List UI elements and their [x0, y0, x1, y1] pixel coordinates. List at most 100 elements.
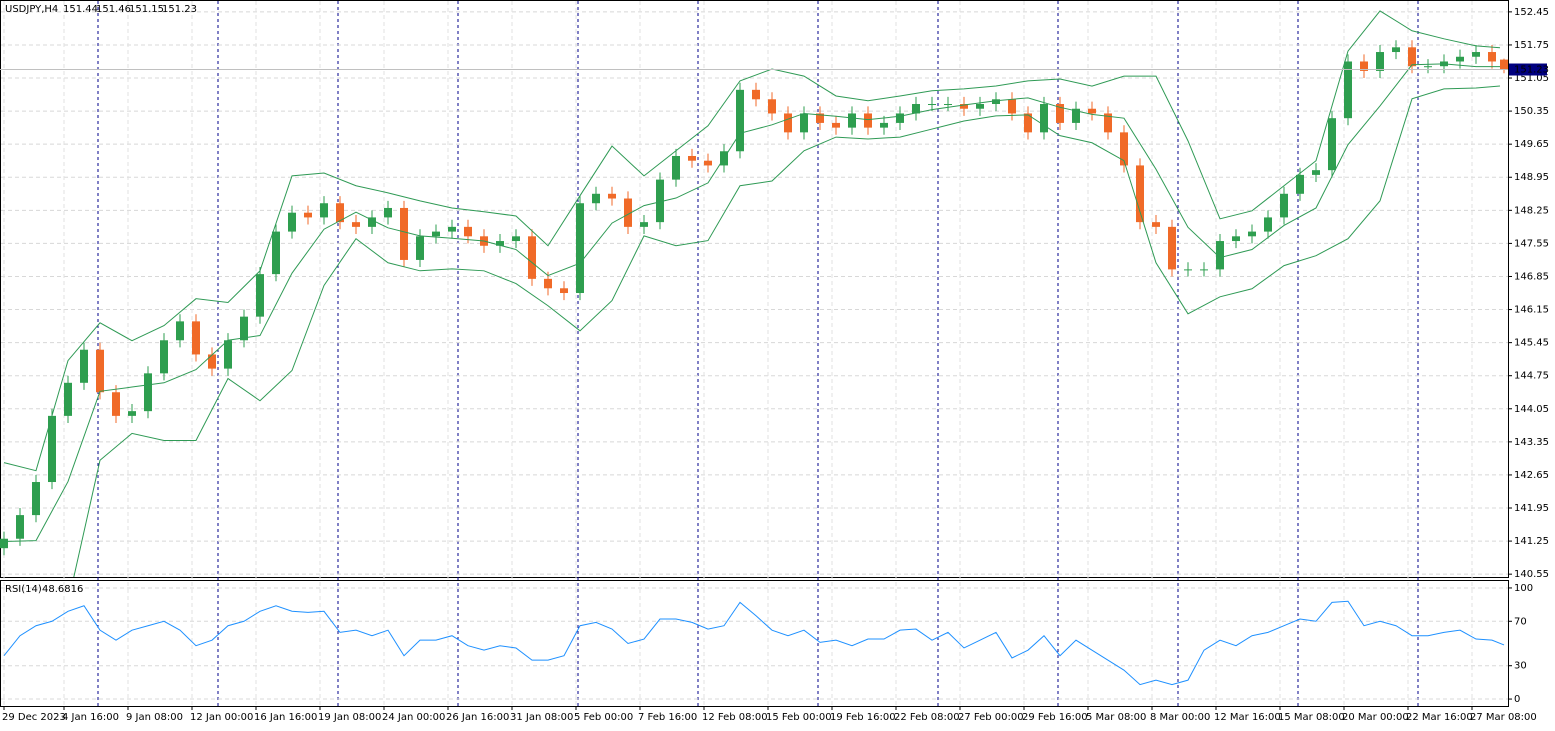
candle-body	[128, 411, 136, 416]
candle-body	[112, 392, 120, 416]
y-tick-label: 144.75	[1514, 371, 1549, 382]
candle-body	[176, 321, 184, 341]
candle-body	[448, 226, 456, 232]
candle-body	[400, 207, 408, 260]
candle-body	[48, 415, 56, 483]
y-tick-label: 151.75	[1514, 40, 1549, 51]
candle-body	[1376, 52, 1384, 71]
candle-body	[848, 113, 856, 128]
candle-body	[992, 99, 1000, 105]
candle-body	[1168, 226, 1176, 270]
candle-body	[1184, 269, 1192, 271]
rsi-value: 48.6816	[42, 584, 83, 595]
header-high: 151.46	[96, 4, 131, 15]
candle-body	[736, 89, 744, 152]
candle-body	[800, 113, 808, 133]
candle-body	[1296, 174, 1304, 194]
y-tick-label: 152.45	[1514, 7, 1549, 18]
candle-body	[704, 160, 712, 166]
candle-body	[0, 538, 8, 549]
x-tick-label: 19 Feb 16:00	[830, 712, 896, 723]
candle-body	[272, 231, 280, 275]
rsi-title: RSI(14)	[5, 584, 42, 595]
candle-body	[1408, 47, 1416, 67]
header-open: 151.44	[63, 4, 98, 15]
candle-body	[1328, 118, 1336, 171]
candle-body	[96, 349, 104, 393]
candle-body	[784, 113, 792, 133]
candle-body	[144, 373, 152, 412]
candle-body	[1008, 99, 1016, 114]
candle-body	[1344, 61, 1352, 119]
x-tick-label: 15 Mar 08:00	[1278, 712, 1345, 723]
y-tick-label: 141.95	[1514, 503, 1549, 514]
candle-body	[1040, 104, 1048, 133]
candle-body	[1136, 165, 1144, 223]
x-tick-label: 29 Feb 16:00	[1022, 712, 1088, 723]
candle-body	[624, 198, 632, 227]
candle-body	[512, 236, 520, 242]
candle-body	[352, 222, 360, 227]
candle-body	[320, 203, 328, 218]
x-tick-label: 22 Mar 16:00	[1406, 712, 1473, 723]
rsi-layer	[3, 600, 1505, 686]
candle-body	[1152, 222, 1160, 227]
current-price-label: 151.23	[1514, 65, 1549, 76]
x-tick-label: 29 Dec 2023	[2, 712, 66, 723]
y-tick-label: 141.25	[1514, 536, 1549, 547]
candle-body	[288, 212, 296, 232]
candle-body	[640, 222, 648, 227]
grid-layer	[1, 1, 1508, 706]
current-price-box	[1509, 63, 1547, 76]
candle-body	[592, 193, 600, 204]
candle-body	[1216, 241, 1224, 270]
candle-body	[928, 104, 936, 106]
candle-body	[656, 179, 664, 223]
x-tick-label: 7 Feb 16:00	[638, 712, 697, 723]
candle-body	[912, 104, 920, 114]
candle-body	[1248, 231, 1256, 237]
rsi-line	[3, 600, 1505, 686]
candle-body	[752, 89, 760, 100]
candle-body	[192, 321, 200, 355]
candle-body	[16, 515, 24, 539]
candle-body	[560, 288, 568, 294]
y-tick-label: 144.05	[1514, 404, 1549, 415]
x-tick-label: 12 Jan 00:00	[190, 712, 253, 723]
candle-body	[832, 122, 840, 128]
y-tick-label: 145.45	[1514, 338, 1549, 349]
candle-body	[1024, 113, 1032, 133]
bollinger-middle	[3, 63, 1500, 543]
header-close: 151.23	[162, 4, 197, 15]
candle-body	[1200, 269, 1208, 271]
candle-body	[816, 113, 824, 123]
candle-body	[1088, 108, 1096, 114]
y-tick-label: 140.55	[1514, 569, 1549, 580]
x-tick-label: 15 Feb 00:00	[766, 712, 832, 723]
candle-body	[464, 226, 472, 237]
y-tick-label: 143.35	[1514, 437, 1549, 448]
candle-body	[1456, 56, 1464, 62]
y-tick-label: 149.65	[1514, 139, 1549, 150]
y-tick-label: 148.95	[1514, 172, 1549, 183]
x-tick-label: 31 Jan 08:00	[510, 712, 573, 723]
x-tick-label: 16 Jan 16:00	[254, 712, 317, 723]
candle-body	[432, 231, 440, 237]
x-tick-label: 5 Mar 08:00	[1086, 712, 1146, 723]
y-tick-label: 0	[1514, 694, 1520, 705]
candle-body	[688, 155, 696, 161]
candle-body	[32, 482, 40, 516]
candle-body	[960, 104, 968, 109]
y-tick-label: 148.25	[1514, 205, 1549, 216]
candle-body	[1360, 61, 1368, 71]
x-tick-label: 12 Mar 16:00	[1214, 712, 1281, 723]
candle-body	[672, 155, 680, 180]
bollinger-upper	[3, 10, 1501, 472]
candle-body	[576, 203, 584, 294]
candle-body	[976, 104, 984, 109]
candle-body	[1072, 108, 1080, 123]
candle-body	[1472, 52, 1480, 57]
x-tick-label: 8 Mar 00:00	[1150, 712, 1210, 723]
header-low: 151.15	[129, 4, 164, 15]
